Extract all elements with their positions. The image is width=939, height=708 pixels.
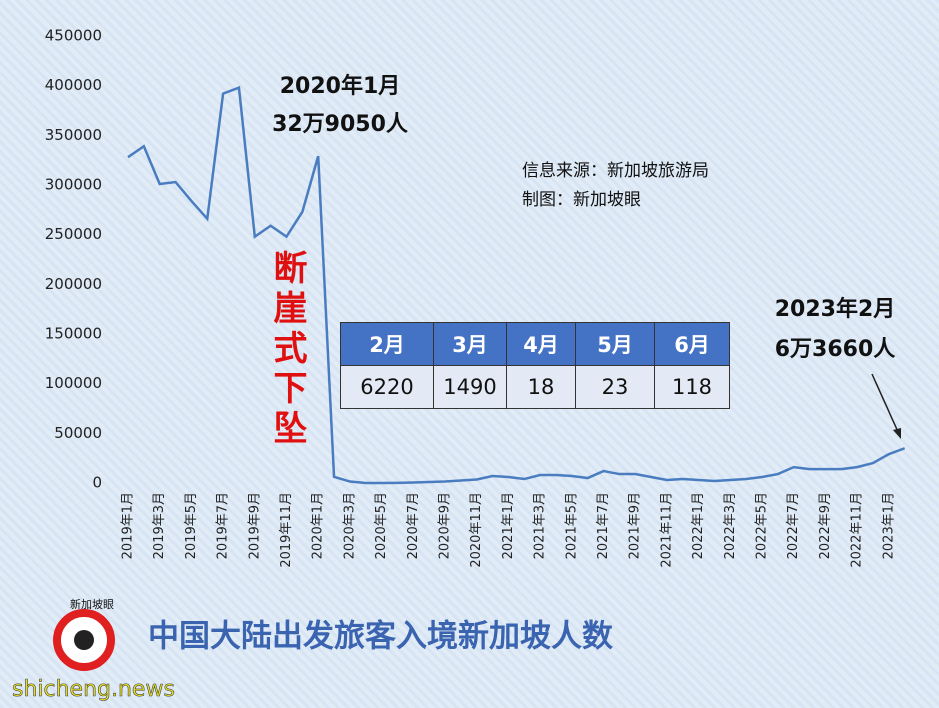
table-cell: 118 <box>654 365 730 409</box>
table-row: 6220 1490 18 23 118 <box>340 365 730 409</box>
annotation: 2020年1月 <box>280 73 401 99</box>
x-tick-label: 2021年1月 <box>501 492 516 559</box>
x-tick-label: 2022年1月 <box>691 492 706 559</box>
line-series <box>127 85 906 485</box>
x-tick-label: 2020年9月 <box>438 492 453 559</box>
table-cell: 2月 <box>340 322 434 366</box>
x-tick-label: 2020年7月 <box>406 492 421 559</box>
y-tick-label: 50000 <box>54 424 102 442</box>
x-tick-label: 2021年9月 <box>628 492 643 559</box>
x-tick-label: 2021年5月 <box>564 492 579 559</box>
y-tick-label: 200000 <box>45 275 102 293</box>
table-cell: 4月 <box>506 322 576 366</box>
x-tick-label: 2019年7月 <box>216 492 231 559</box>
logo-text: 新加坡眼 <box>70 597 114 611</box>
x-tick-label: 2019年3月 <box>152 492 167 559</box>
y-tick-label: 300000 <box>45 176 102 194</box>
x-tick-label: 2022年5月 <box>755 492 770 559</box>
y-tick-label: 100000 <box>45 374 102 392</box>
y-tick-label: 400000 <box>45 76 102 94</box>
x-tick-label: 2021年7月 <box>596 492 611 559</box>
table-header: 2月 3月 4月 5月 6月 <box>340 322 730 366</box>
x-tick-label: 2019年11月 <box>279 492 294 568</box>
table-cell: 1490 <box>433 365 507 409</box>
logo-eye <box>74 630 94 650</box>
annotation: 2023年2月 <box>775 296 896 322</box>
x-tick-label: 2020年11月 <box>469 492 484 568</box>
x-tick-label: 2021年11月 <box>659 492 674 568</box>
source: 信息来源：新加坡旅游局 <box>522 161 709 181</box>
annotation: 断崖式下坠 <box>267 250 307 450</box>
arrow <box>871 373 900 435</box>
table-cell: 6220 <box>340 365 434 409</box>
chart-title: 中国大陆出发旅客入境新加坡人数 <box>148 619 613 655</box>
arrow-head <box>893 428 901 439</box>
y-tick-label: 0 <box>92 474 102 492</box>
y-tick-label: 250000 <box>45 225 102 243</box>
x-tick-label: 2020年3月 <box>342 492 357 559</box>
y-tick-label: 150000 <box>45 325 102 343</box>
x-tick-label: 2020年1月 <box>311 492 326 559</box>
table: 2月 3月 4月 5月 6月 6220 1490 18 23 118 <box>340 322 730 409</box>
table-cell: 6月 <box>654 322 730 366</box>
x-tick-label: 2021年3月 <box>533 492 548 559</box>
x-tick-label: 2022年11月 <box>850 492 865 568</box>
x-tick-label: 2019年1月 <box>121 492 136 559</box>
y-tick-label: 350000 <box>45 126 102 144</box>
x-tick-label: 2022年7月 <box>786 492 801 559</box>
x-tick-label: 2022年9月 <box>818 492 833 559</box>
annotation: 6万3660人 <box>775 337 896 362</box>
table-cell: 5月 <box>575 322 655 366</box>
x-tick-label: 2022年3月 <box>723 492 738 559</box>
table-cell: 3月 <box>433 322 507 366</box>
x-tick-label: 2020年5月 <box>374 492 389 559</box>
y-tick-label: 450000 <box>45 27 102 45</box>
credit: 制图：新加坡眼 <box>522 190 641 210</box>
x-tick-label: 2023年1月 <box>881 492 896 559</box>
table-cell: 18 <box>506 365 576 409</box>
annotation: 32万9050人 <box>272 112 408 137</box>
x-tick-label: 2019年5月 <box>184 492 199 559</box>
watermark: shicheng.news <box>12 677 175 702</box>
x-tick-label: 2019年9月 <box>247 492 262 559</box>
table-cell: 23 <box>575 365 655 409</box>
